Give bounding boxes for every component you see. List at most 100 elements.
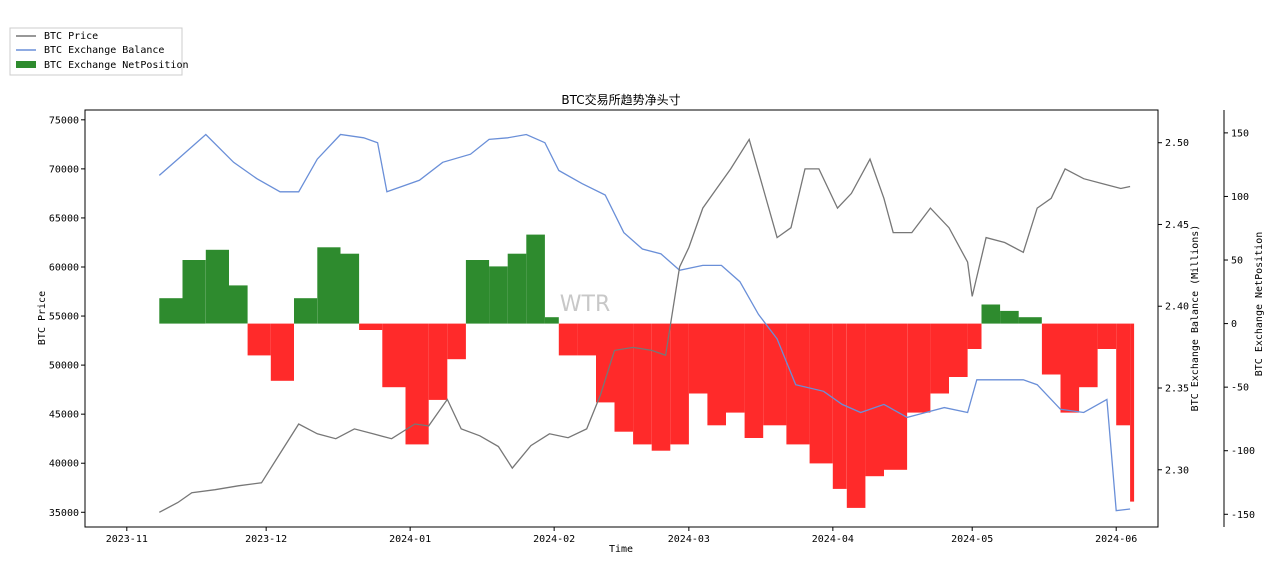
y-axis-label-balance: BTC Exchange Balance (Millions)	[1190, 225, 1201, 412]
y-tick-label-balance: 2.40	[1165, 302, 1189, 313]
netposition-bar	[707, 323, 726, 426]
netposition-bar	[670, 323, 689, 445]
netposition-bar	[726, 323, 745, 413]
y-tick-label-price: 50000	[49, 361, 79, 372]
netposition-bar	[465, 260, 490, 324]
netposition-bar	[507, 253, 527, 324]
netposition-bar	[317, 247, 341, 324]
x-tick-label: 2024-01	[389, 534, 431, 545]
netposition-bar	[1018, 317, 1042, 324]
y-axis-balance: 2.30 2.35 2.40 2.45 2.50	[1158, 138, 1189, 476]
x-tick-label: 2024-04	[812, 534, 854, 545]
legend-frame	[9, 27, 183, 76]
y-axis-price: 35000 40000 45000 50000 55000 60000 65000 70000…	[49, 115, 85, 519]
netposition-bar	[159, 298, 183, 324]
netposition-bar	[744, 323, 764, 438]
netposition-bar	[1041, 323, 1061, 375]
netposition-bar	[949, 323, 968, 377]
y-tick-label-price: 65000	[49, 213, 79, 224]
legend-label-balance: BTC Exchange Balance	[44, 45, 164, 56]
netposition-bar	[294, 298, 318, 324]
netposition-bar	[270, 323, 294, 381]
y-tick-label-price: 35000	[49, 508, 79, 519]
y-tick-label-netposition: -50	[1231, 383, 1249, 394]
netposition-bar	[763, 323, 787, 426]
netposition-bar	[247, 323, 271, 356]
netposition-bar	[832, 323, 847, 489]
netposition-bar	[633, 323, 652, 445]
netposition-bar	[577, 323, 596, 356]
y-axis-label-netposition: BTC Exchange NetPosition	[1254, 232, 1265, 377]
y-axis-label-price: BTC Price	[37, 291, 48, 345]
netposition-bar	[809, 323, 833, 464]
legend: BTC Price BTC Exchange Balance BTC Excha…	[9, 27, 189, 76]
netposition-bar	[447, 323, 466, 360]
netposition-bar	[205, 249, 229, 324]
netposition-bar	[614, 323, 634, 432]
y-tick-label-price: 75000	[49, 115, 79, 126]
y-tick-label-netposition: 150	[1231, 128, 1249, 139]
netposition-bar	[489, 266, 508, 324]
netposition-bar	[526, 234, 545, 324]
balance-line	[158, 133, 1131, 512]
watermark: WTR	[560, 292, 610, 317]
netposition-bar	[981, 304, 1001, 324]
legend-label-price: BTC Price	[44, 31, 98, 42]
netposition-bar	[340, 253, 360, 324]
netposition-bar	[786, 323, 810, 445]
netposition-bar	[907, 323, 931, 413]
netposition-bar	[1130, 323, 1135, 502]
netposition-bar	[1097, 323, 1117, 349]
netposition-bar	[596, 323, 615, 403]
y-tick-label-netposition: -150	[1231, 510, 1255, 521]
x-axis-label: Time	[609, 544, 633, 555]
y-tick-label-balance: 2.50	[1165, 138, 1189, 149]
netposition-bar	[846, 323, 866, 508]
y-axis-netposition: 150 100 50 0 -50 -100 -150	[1224, 128, 1255, 521]
series-lines	[158, 133, 1131, 513]
netposition-bar	[1116, 323, 1131, 426]
y-tick-label-price: 40000	[49, 459, 79, 470]
netposition-bar	[1000, 310, 1019, 324]
chart-title: BTC交易所趋势净头寸	[561, 92, 680, 107]
netposition-bar	[865, 323, 884, 477]
netposition-bar	[182, 260, 206, 324]
legend-label-netposition: BTC Exchange NetPosition	[44, 60, 189, 71]
x-tick-label: 2024-06	[1095, 534, 1137, 545]
netposition-bar	[688, 323, 708, 394]
netposition-bar	[359, 323, 383, 330]
y-tick-label-netposition: 50	[1231, 256, 1243, 267]
x-axis: 2023-11 2023-12 2024-01 2024-02 2024-03 2024-…	[106, 527, 1137, 545]
y-tick-label-netposition: -100	[1231, 446, 1255, 457]
netposition-bar	[382, 323, 406, 388]
plot-frame	[84, 109, 1159, 528]
x-tick-label: 2024-02	[533, 534, 575, 545]
y-tick-label-price: 55000	[49, 312, 79, 323]
y-tick-label-balance: 2.35	[1165, 384, 1189, 395]
netposition-bar	[229, 285, 248, 324]
y-tick-label-netposition: 0	[1231, 319, 1237, 330]
y-tick-label-balance: 2.30	[1165, 465, 1189, 476]
x-tick-label: 2023-11	[106, 534, 148, 545]
netposition-bar	[1060, 323, 1080, 413]
netposition-bar	[1079, 323, 1098, 388]
x-tick-label: 2024-05	[951, 534, 993, 545]
netposition-bar	[967, 323, 982, 349]
y-tick-label-price: 60000	[49, 262, 79, 273]
y-tick-label-price: 70000	[49, 164, 79, 175]
netposition-bar	[883, 323, 908, 470]
netposition-bar	[428, 323, 448, 400]
netposition-bar	[930, 323, 949, 394]
netposition-bar	[405, 323, 429, 445]
netposition-bars	[159, 234, 1135, 508]
netposition-bar	[558, 323, 578, 356]
legend-swatch-netposition	[16, 61, 36, 68]
netposition-bar	[544, 317, 559, 324]
y-tick-label-price: 45000	[49, 410, 79, 421]
x-tick-label: 2024-03	[668, 534, 710, 545]
x-tick-label: 2023-12	[245, 534, 287, 545]
price-line	[158, 137, 1131, 513]
y-tick-label-balance: 2.45	[1165, 220, 1189, 231]
y-tick-label-netposition: 100	[1231, 192, 1249, 203]
